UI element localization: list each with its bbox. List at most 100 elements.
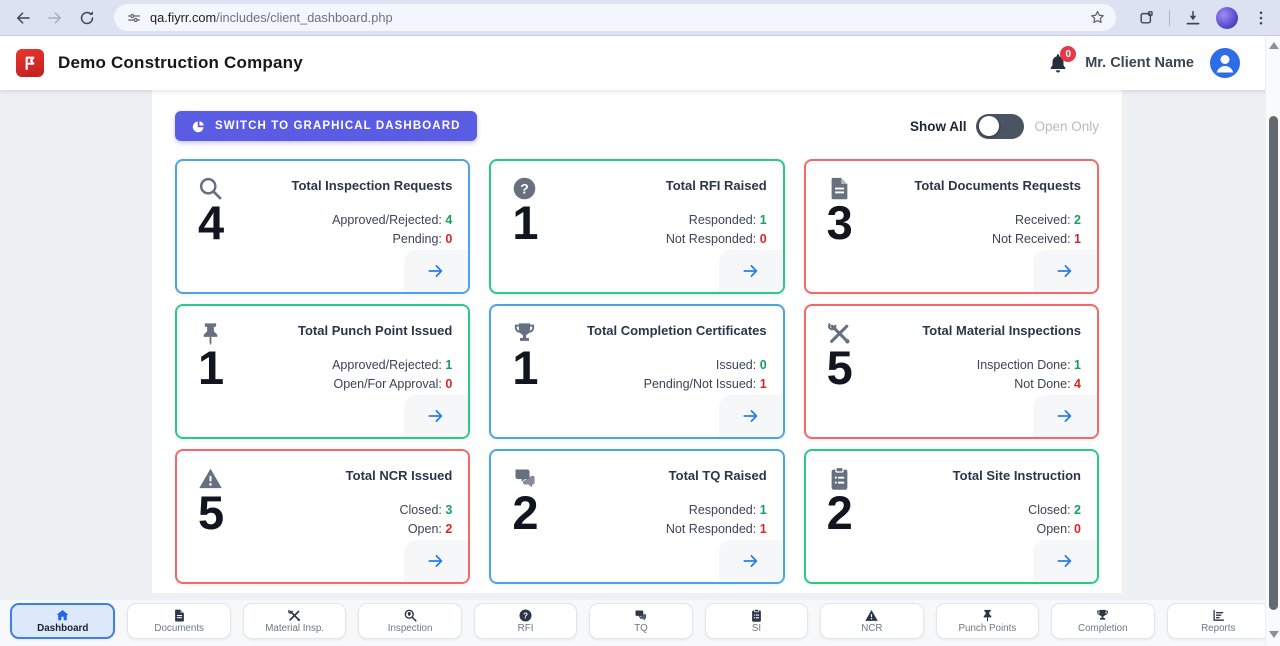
card-count: 5: [826, 341, 853, 394]
stat-label: Open/For Approval:: [333, 377, 442, 391]
stat-label: Pending/Not Issued:: [643, 377, 757, 391]
card-stat-line: Open: 0: [1028, 520, 1082, 539]
scrollbar-thumb[interactable]: [1269, 116, 1278, 610]
nav-item-label: RFI: [517, 623, 534, 635]
nav-item-label: Inspection: [387, 623, 433, 635]
nav-item-punch-points[interactable]: Punch Points: [935, 603, 1040, 639]
card-detail-button[interactable]: [404, 395, 469, 437]
card-stats: Closed: 2 Open: 0: [1028, 501, 1081, 539]
stat-label: Not Responded:: [665, 522, 757, 536]
card-stat-line: Responded: 1: [666, 501, 767, 520]
nav-item-tq[interactable]: TQ: [589, 603, 693, 639]
card-count: 1: [512, 341, 539, 394]
card-detail-button[interactable]: [1033, 395, 1097, 437]
card-title: Total Completion Certificates: [587, 323, 767, 338]
nav-item-completion[interactable]: Completion: [1051, 603, 1155, 639]
site-info-icon[interactable]: [126, 10, 142, 26]
card-count: 5: [198, 486, 225, 539]
toggle-knob: [979, 116, 1000, 136]
nav-item-dashboard[interactable]: Dashboard: [10, 603, 116, 639]
card-detail-button[interactable]: [404, 540, 469, 582]
card-stats: Approved/Rejected: 4 Pending: 0: [332, 211, 452, 249]
card-stat-line: Not Responded: 1: [666, 520, 767, 539]
nav-item-label: TQ: [634, 623, 648, 635]
stat-value: 0: [445, 232, 453, 246]
card-count: 2: [826, 486, 853, 539]
card-title: Total Site Instruction: [952, 468, 1081, 483]
vertical-scrollbar[interactable]: [1265, 36, 1280, 646]
card-detail-button[interactable]: [718, 395, 783, 437]
chat-icon: [511, 465, 538, 492]
stat-label: Pending:: [392, 232, 442, 246]
card-title: Total NCR Issued: [345, 468, 453, 483]
address-bar[interactable]: qa.fiyrr.com/includes/client_dashboard.p…: [114, 4, 1116, 31]
nav-item-si[interactable]: SI: [704, 603, 809, 639]
nav-item-rfi[interactable]: ? RFI: [473, 603, 578, 639]
metric-card: Total Material Inspections 5 Inspection Do…: [803, 304, 1099, 439]
card-stat-line: Not Done: 4: [977, 375, 1081, 394]
downloads-icon[interactable]: [1184, 9, 1202, 27]
arrow-right-icon: [1055, 551, 1075, 571]
card-count: 1: [512, 196, 539, 249]
user-avatar[interactable]: [1210, 48, 1240, 78]
card-stat-line: Open/For Approval: 0: [332, 375, 452, 394]
bookmark-star-icon[interactable]: [1089, 9, 1106, 26]
card-title: Total Material Inspections: [922, 323, 1081, 338]
browser-profile-avatar[interactable]: [1216, 6, 1238, 29]
scroll-down-icon[interactable]: [1269, 631, 1279, 638]
card-detail-button[interactable]: [1033, 540, 1097, 582]
nav-item-ncr[interactable]: NCR: [820, 603, 924, 639]
card-stat-line: Approved/Rejected: 1: [332, 356, 452, 375]
stat-label: Inspection Done:: [976, 358, 1071, 372]
clipboard-icon: [749, 608, 764, 623]
open-only-label: Open Only: [1034, 118, 1099, 134]
stat-label: Responded:: [688, 213, 757, 227]
card-stats: Received: 2 Not Received: 1: [992, 211, 1081, 249]
app-header: Demo Construction Company 0 Mr. Client N…: [0, 36, 1280, 90]
reload-icon[interactable]: [78, 9, 96, 27]
nav-item-material-insp[interactable]: Material Insp.: [242, 603, 347, 639]
chrome-menu-icon[interactable]: [1252, 9, 1270, 27]
user-name: Mr. Client Name: [1085, 55, 1194, 71]
card-detail-button[interactable]: [1033, 250, 1097, 292]
stat-value: 1: [759, 377, 767, 391]
question-circle-icon: ?: [511, 175, 538, 202]
card-stat-line: Not Received: 1: [992, 230, 1081, 249]
card-detail-button[interactable]: [404, 250, 469, 292]
nav-item-documents[interactable]: Documents: [127, 603, 231, 639]
stat-label: Issued:: [715, 358, 757, 372]
arrow-right-icon: [741, 551, 761, 571]
card-stat-line: Not Responded: 0: [666, 230, 767, 249]
show-all-toggle[interactable]: [976, 113, 1025, 139]
card-detail-button[interactable]: [718, 540, 783, 582]
nav-item-label: Dashboard: [37, 623, 89, 635]
scroll-up-icon[interactable]: [1269, 42, 1279, 49]
stat-label: Not Done:: [1014, 377, 1071, 391]
nav-item-reports[interactable]: Reports: [1166, 603, 1270, 639]
back-icon[interactable]: [14, 9, 32, 27]
notifications-bell-icon[interactable]: 0: [1047, 46, 1077, 74]
card-stats: Inspection Done: 1 Not Done: 4: [977, 356, 1081, 394]
switch-dashboard-button[interactable]: SWITCH TO GRAPHICAL DASHBOARD: [175, 111, 477, 141]
nav-item-label: Punch Points: [958, 623, 1017, 635]
card-stat-line: Closed: 2: [1028, 501, 1081, 520]
card-detail-button[interactable]: [718, 250, 783, 292]
metric-card: Total Punch Point Issued 1 Approved/Reject…: [175, 304, 471, 439]
stat-label: Approved/Rejected:: [332, 213, 442, 227]
notification-count-badge: 0: [1060, 46, 1077, 62]
nav-item-inspection[interactable]: Inspection: [358, 603, 462, 639]
extensions-icon[interactable]: [1138, 9, 1155, 26]
stat-label: Open:: [1036, 522, 1071, 536]
arrow-right-icon: [741, 261, 761, 281]
metric-card: Total NCR Issued 5 Closed: 3 Open: 2: [175, 449, 471, 584]
stat-label: Received:: [1014, 213, 1071, 227]
stat-value: 1: [1074, 232, 1081, 246]
stat-value: 0: [759, 232, 767, 246]
stat-label: Closed:: [399, 503, 442, 517]
tools-icon: [826, 320, 853, 347]
pushpin-icon: [197, 320, 224, 347]
card-stat-line: Approved/Rejected: 4: [332, 211, 452, 230]
question-circle-icon: ?: [518, 608, 533, 623]
switch-dashboard-label: SWITCH TO GRAPHICAL DASHBOARD: [215, 120, 461, 132]
